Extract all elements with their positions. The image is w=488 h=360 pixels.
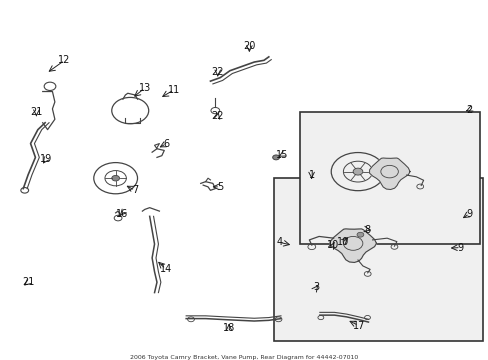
Text: 4: 4 [276,237,282,247]
Text: 10: 10 [326,240,338,250]
Text: 8: 8 [363,225,369,234]
Text: 21: 21 [30,107,42,117]
Text: 16: 16 [116,208,128,219]
Polygon shape [329,229,376,262]
Bar [273,178,482,341]
Text: 5: 5 [217,182,223,192]
Text: 19: 19 [40,154,52,164]
Circle shape [356,232,363,237]
Bar [300,112,479,244]
Text: 17: 17 [352,320,364,330]
Text: 18: 18 [223,323,235,333]
Circle shape [112,175,119,181]
Text: 1: 1 [308,170,314,180]
Text: 3: 3 [313,282,319,292]
Text: 13: 13 [139,83,151,93]
Polygon shape [369,158,409,189]
Text: 9: 9 [466,208,472,219]
Circle shape [352,168,362,175]
Text: 7: 7 [132,185,138,195]
Text: 12: 12 [58,55,71,65]
Text: 6: 6 [163,139,169,149]
Text: 22: 22 [211,111,224,121]
Text: 22: 22 [211,67,224,77]
Text: 21: 21 [22,277,34,287]
Text: 9: 9 [457,243,463,252]
Text: 2: 2 [466,104,472,114]
Text: 14: 14 [159,264,171,274]
Text: 2006 Toyota Camry Bracket, Vane Pump, Rear Diagram for 44442-07010: 2006 Toyota Camry Bracket, Vane Pump, Re… [130,355,358,360]
Text: 20: 20 [243,41,255,51]
Text: 10: 10 [336,237,348,247]
Circle shape [272,155,279,160]
Text: 11: 11 [167,85,180,95]
Text: 15: 15 [276,150,288,159]
